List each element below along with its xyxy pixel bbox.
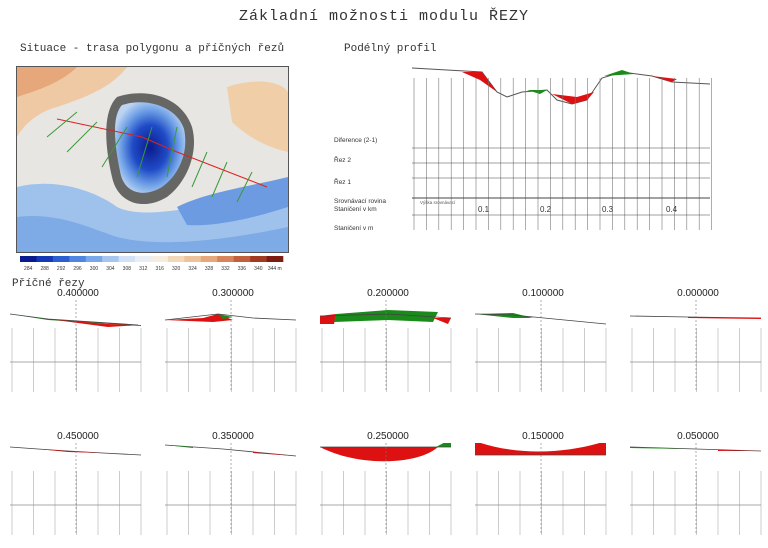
legend-drawing: 284 288 292 296 300 304 308 312 316 320 324 328 332 3…	[20, 256, 284, 272]
cross-section-label: 0.150000	[522, 431, 564, 442]
row-label-ref: Srovnávací rovina	[334, 198, 386, 205]
legend-swatch	[36, 256, 54, 262]
legend-swatch	[217, 256, 234, 262]
cross-section-label: 0.250000	[367, 431, 409, 442]
legend-tick-label: 288	[40, 266, 49, 272]
cross-section-0-250: 0.250000	[318, 431, 458, 543]
legend-swatch	[266, 256, 284, 262]
cross-section-drawing	[474, 300, 607, 392]
legend-tick-label: 300	[90, 266, 99, 272]
legend-swatch	[167, 256, 185, 262]
legend-tick-label: 316	[156, 266, 165, 272]
cross-section-0-200: 0.200000	[318, 288, 458, 400]
situation-map	[16, 66, 289, 253]
legend-swatch	[200, 256, 218, 262]
situation-map-drawing	[17, 67, 288, 252]
legend-swatch	[85, 256, 103, 262]
cross-section-drawing	[629, 300, 762, 392]
cross-section-label: 0.000000	[677, 288, 719, 299]
legend-tick-label: 336	[238, 266, 247, 272]
legend-swatch	[102, 256, 119, 262]
cross-section-0-400: 0.400000	[8, 288, 148, 400]
legend-tick-label: 340	[254, 266, 263, 272]
cross-section-label: 0.300000	[212, 288, 254, 299]
row-label-diff: Diference (2-1)	[334, 137, 377, 144]
situation-title: Situace - trasa polygonu a příčných řezů	[20, 43, 285, 55]
legend-tick-label: 296	[73, 266, 82, 272]
row-label-m: Staničení v m	[334, 225, 373, 232]
legend-tick-label: 320	[172, 266, 181, 272]
ref-value: Výška srovnávací	[420, 200, 456, 205]
cross-section-0-150: 0.150000	[473, 431, 613, 543]
cross-section-0-050: 0.050000	[628, 431, 768, 543]
legend-tick-label: 308	[123, 266, 132, 272]
page-title: Základní možnosti modulu ŘEZY	[238, 8, 530, 25]
km-tick-1: 0.1	[478, 205, 490, 214]
row-label-rez1: Řez 1	[334, 177, 351, 186]
row-label-km: Staničení v km	[334, 206, 377, 213]
cross-section-drawing	[164, 443, 297, 535]
cross-section-0-000: 0.000000	[628, 288, 768, 400]
legend-tick-label: 312	[139, 266, 148, 272]
cross-section-label: 0.200000	[367, 288, 409, 299]
cross-sections-title: Příčné řezy	[12, 278, 85, 290]
cross-section-label: 0.350000	[212, 431, 254, 442]
legend-tick-label: 304	[106, 266, 115, 272]
km-tick-4: 0.4	[666, 205, 678, 214]
km-tick-2: 0.2	[540, 205, 552, 214]
legend-tick-label: 324	[188, 266, 197, 272]
km-tick-3: 0.3	[602, 205, 614, 214]
profile-title: Podélný profil	[344, 43, 437, 55]
cross-section-label: 0.450000	[57, 431, 99, 442]
legend-swatch	[233, 256, 251, 262]
cross-section-0-350: 0.350000	[163, 431, 303, 543]
legend-tick-label: 284	[24, 266, 33, 272]
legend-swatch	[20, 256, 37, 262]
legend-swatch	[118, 256, 136, 262]
cross-section-0-450: 0.450000	[8, 431, 148, 543]
cross-section-drawing	[629, 443, 762, 535]
cross-section-label: 0.050000	[677, 431, 719, 442]
elevation-legend: 284 288 292 296 300 304 308 312 316 320 324 328 332 3…	[16, 256, 287, 276]
legend-tick-label: 292	[57, 266, 66, 272]
legend-swatch	[250, 256, 267, 262]
cross-section-drawing	[320, 439, 452, 535]
cross-section-drawing	[9, 300, 142, 392]
cross-section-drawing	[319, 300, 452, 392]
legend-tick-label: 328	[205, 266, 214, 272]
cross-section-label: 0.400000	[57, 288, 99, 299]
row-label-rez2: Řez 2	[334, 155, 351, 164]
cross-section-0-100: 0.100000	[473, 288, 613, 400]
cross-section-drawing	[9, 443, 142, 535]
cross-section-drawing	[164, 300, 297, 392]
legend-tick-label: 332	[221, 266, 230, 272]
legend-swatch	[151, 256, 169, 262]
legend-swatch	[52, 256, 70, 262]
cross-section-label: 0.100000	[522, 288, 564, 299]
legend-tick-label: 344 m	[268, 266, 282, 272]
longitudinal-profile: Diference (2-1) Řez 2 Řez 1 Srovnávací r…	[334, 67, 712, 232]
legend-swatch	[135, 256, 152, 262]
legend-swatch	[69, 256, 87, 262]
cross-section-drawing	[475, 441, 607, 535]
cross-section-0-300: 0.300000	[163, 288, 303, 400]
legend-swatch	[184, 256, 202, 262]
